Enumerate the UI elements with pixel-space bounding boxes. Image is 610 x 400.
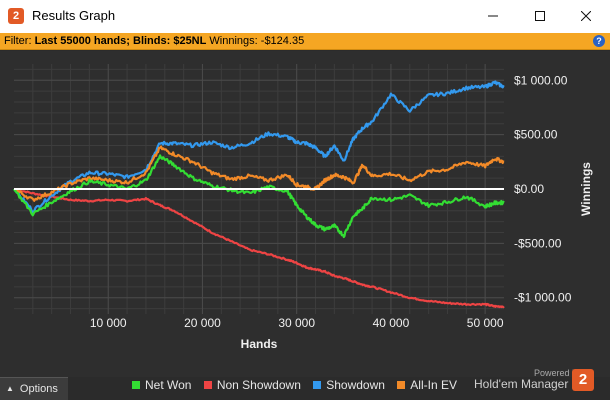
filter-bar: Filter: Last 55000 hands; Blinds: $25NL … <box>0 33 610 50</box>
legend-item-net-won[interactable]: Net Won <box>132 378 191 392</box>
options-label: Options <box>19 383 58 395</box>
x-tick-label: 20 000 <box>184 316 221 330</box>
powered-by-text: Powered by <box>534 368 582 378</box>
legend-swatch <box>132 381 140 389</box>
legend-label: Net Won <box>145 378 192 392</box>
legend-label: All-In EV <box>410 378 457 392</box>
filter-winnings-label: Winnings: <box>209 35 258 47</box>
brand-name: Hold'em Manager <box>474 377 569 391</box>
chart-legend: Net Won Non Showdown Showdown All-In EV <box>132 378 466 392</box>
footer-bar <box>0 377 610 400</box>
y-axis-title: Winnings <box>579 162 593 216</box>
filter-hands: Last 55000 hands; <box>34 35 130 47</box>
brand-logo: 2 <box>572 369 594 391</box>
options-button[interactable]: ▲ Options <box>0 377 68 400</box>
maximize-icon <box>535 11 545 21</box>
filter-blinds: Blinds: $25NL <box>133 35 207 47</box>
series-line-showdown <box>13 80 505 214</box>
legend-item-allin-ev[interactable]: All-In EV <box>397 378 457 392</box>
legend-label: Non Showdown <box>216 378 301 392</box>
series-line-net-won <box>13 154 505 239</box>
x-axis-title: Hands <box>241 337 278 351</box>
x-tick-label: 40 000 <box>373 316 410 330</box>
y-tick-label: $0.00 <box>514 182 544 196</box>
x-tick-label: 50 000 <box>467 316 504 330</box>
y-tick-label: $1 000.00 <box>514 73 568 87</box>
y-tick-label: -$1 000.00 <box>514 291 572 305</box>
legend-item-showdown[interactable]: Showdown <box>313 378 385 392</box>
maximize-button[interactable] <box>517 0 563 32</box>
x-tick-label: 10 000 <box>90 316 127 330</box>
legend-label: Showdown <box>326 378 385 392</box>
legend-swatch <box>397 381 406 389</box>
legend-swatch <box>203 381 212 389</box>
x-tick-label: 30 000 <box>278 316 315 330</box>
filter-prefix: Filter: <box>4 35 35 47</box>
legend-item-non-showdown[interactable]: Non Showdown <box>203 378 301 392</box>
y-tick-label: $500.00 <box>514 128 558 142</box>
chevron-up-icon: ▲ <box>6 384 14 393</box>
minimize-button[interactable] <box>470 0 516 32</box>
app-icon: 2 <box>8 8 24 24</box>
minimize-icon <box>488 15 498 17</box>
series-line-all-in-ev <box>13 145 505 202</box>
close-icon <box>581 11 591 21</box>
close-button[interactable] <box>563 0 609 32</box>
series-line-non-showdown <box>13 187 505 309</box>
help-icon[interactable]: ? <box>593 35 605 47</box>
y-tick-label: -$500.00 <box>514 236 562 250</box>
filter-winnings-value: -$124.35 <box>260 35 305 47</box>
window-title: Results Graph <box>32 8 116 23</box>
legend-swatch <box>313 381 322 389</box>
title-bar: 2 Results Graph <box>0 0 610 33</box>
